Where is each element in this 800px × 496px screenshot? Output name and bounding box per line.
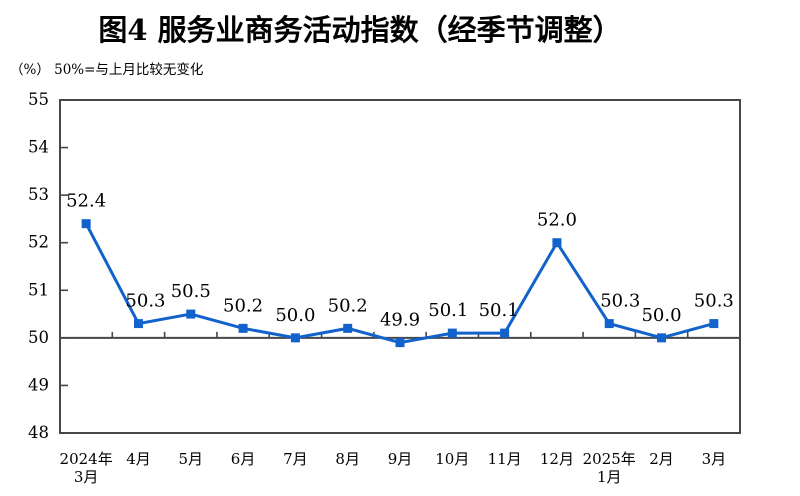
x-axis-category-label: 10月 <box>435 450 469 468</box>
data-point-label: 50.1 <box>479 300 519 321</box>
data-point-marker <box>343 323 353 333</box>
plot-frame <box>59 99 741 434</box>
x-axis-category-label: 6月 <box>231 450 256 468</box>
data-point-marker <box>81 219 91 229</box>
data-point-label: 52.0 <box>537 210 577 231</box>
x-axis-category-label: 7月 <box>283 450 308 468</box>
y-axis-tick-label: 55 <box>28 90 49 109</box>
x-axis-category-label: 3月 <box>74 468 99 486</box>
y-axis-tick-label: 53 <box>28 185 49 204</box>
data-point-marker <box>133 319 143 329</box>
data-point-label: 52.4 <box>66 191 106 212</box>
data-point-label: 50.3 <box>125 291 165 312</box>
data-point-label: 50.5 <box>171 281 211 302</box>
data-point-label: 50.0 <box>641 305 681 326</box>
y-axis-tick-label: 54 <box>28 138 49 157</box>
x-axis-category-label: 11月 <box>488 450 522 468</box>
x-axis-category-label: 2024年 <box>60 450 113 468</box>
y-axis-tick-label: 51 <box>28 280 49 299</box>
data-point-label: 50.0 <box>275 305 315 326</box>
x-axis-category-label: 12月 <box>540 450 574 468</box>
data-point-marker <box>657 333 667 343</box>
data-point-marker <box>709 319 719 329</box>
x-axis-category-label: 2月 <box>649 450 674 468</box>
y-axis-tick-label: 52 <box>28 233 49 252</box>
data-point-label: 50.2 <box>223 295 263 316</box>
data-point-marker <box>238 323 248 333</box>
x-axis-category-label: 8月 <box>335 450 360 468</box>
data-point-marker <box>395 338 405 348</box>
data-point-marker <box>604 319 614 329</box>
data-point-marker <box>186 309 196 319</box>
y-axis-tick-label: 49 <box>28 375 49 394</box>
data-point-marker <box>447 328 457 338</box>
x-axis-category-label: 9月 <box>388 450 413 468</box>
y-axis-tick-label: 48 <box>28 423 49 442</box>
data-point-label: 49.9 <box>380 310 420 331</box>
data-point-label: 50.2 <box>328 295 368 316</box>
x-axis-category-label: 1月 <box>597 468 622 486</box>
data-point-marker <box>500 328 510 338</box>
x-axis-category-label: 5月 <box>178 450 203 468</box>
x-axis-category-label: 2025年 <box>583 450 636 468</box>
x-axis-category-label: 4月 <box>126 450 151 468</box>
chart-title: 图4 服务业商务活动指数（经季节调整） <box>98 13 622 47</box>
data-point-marker <box>552 238 562 248</box>
axis-unit-note: （%） 50%=与上月比较无变化 <box>10 62 204 78</box>
data-point-label: 50.3 <box>694 291 734 312</box>
data-point-label: 50.3 <box>600 291 640 312</box>
y-axis-tick-label: 50 <box>28 328 49 347</box>
data-point-marker <box>290 333 300 343</box>
x-axis-category-label: 3月 <box>702 450 727 468</box>
data-point-label: 50.1 <box>428 300 468 321</box>
